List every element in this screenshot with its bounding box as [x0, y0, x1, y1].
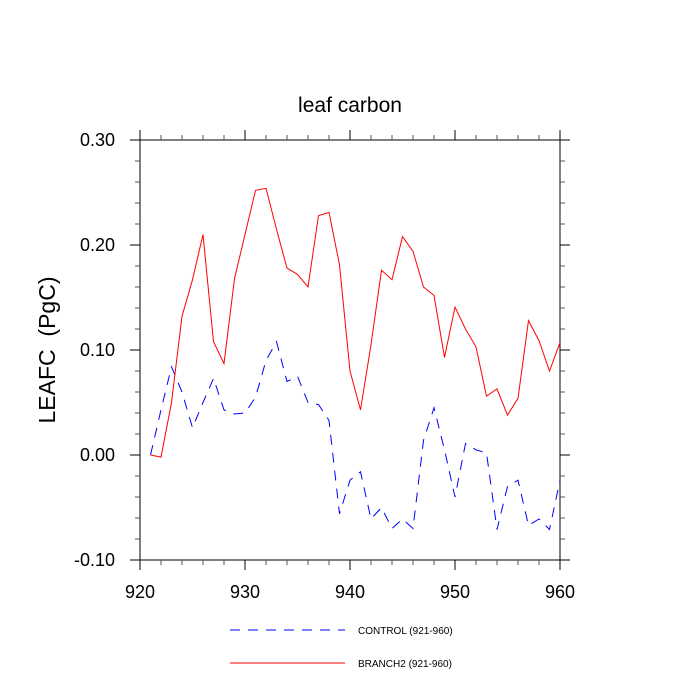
axes: 920 930 940 950 960 -0.10 0.00 0.10 0.20 0.30	[74, 130, 575, 602]
series-group	[150, 187, 561, 531]
y-tick-label: 0.00	[80, 445, 115, 465]
legend-label: CONTROL (921-960)	[358, 626, 453, 637]
legend-label: BRANCH2 (921-960)	[358, 659, 452, 670]
x-tick-label: 930	[230, 582, 260, 602]
chart-title: leaf carbon	[298, 94, 402, 117]
y-axis-label: LEAFC (PgC)	[34, 277, 60, 424]
y-tick-label: -0.10	[74, 550, 115, 570]
x-tick-label: 960	[545, 582, 575, 602]
y-tick-label: 0.20	[80, 235, 115, 255]
legend: CONTROL (921-960) BRANCH2 (921-960)	[230, 626, 453, 670]
plot-frame	[139, 139, 561, 561]
y-tick-label: 0.10	[80, 340, 115, 360]
y-tick-label: 0.30	[80, 130, 115, 150]
series-line-branch2	[150, 187, 561, 458]
x-tick-label: 920	[125, 582, 155, 602]
x-tick-label: 950	[440, 582, 470, 602]
series-line-control	[150, 340, 561, 531]
x-tick-label: 940	[335, 582, 365, 602]
